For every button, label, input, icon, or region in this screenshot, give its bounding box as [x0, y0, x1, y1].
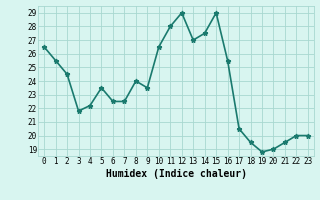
X-axis label: Humidex (Indice chaleur): Humidex (Indice chaleur) [106, 169, 246, 179]
